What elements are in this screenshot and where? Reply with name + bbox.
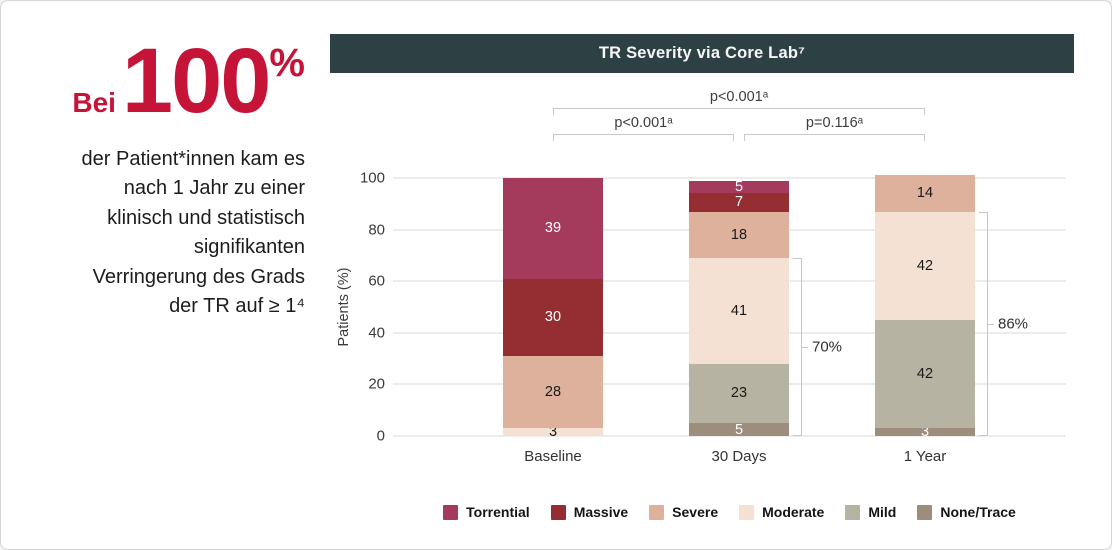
chart-title: TR Severity via Core Lab⁷	[598, 44, 806, 62]
pvalue-bracket	[744, 134, 925, 141]
pvalue-label: p=0.116ᵃ	[805, 115, 864, 131]
legend-label: Massive	[573, 504, 629, 520]
intro-line: der Patient*innen kam es	[81, 148, 305, 170]
pvalue-bracket	[553, 108, 925, 115]
pvalue-label: p<0.001ᵃ	[709, 89, 769, 105]
legend-item: Mild	[845, 504, 896, 520]
legend-swatch	[443, 504, 459, 520]
legend-swatch	[845, 504, 861, 520]
intro-line: Verringerung des Grads	[92, 265, 305, 288]
legend-swatch	[649, 504, 665, 520]
legend-label: Torrential	[466, 504, 530, 520]
bar-segment: 42	[875, 211, 975, 320]
y-tick-label: 80	[368, 221, 385, 239]
legend-swatch	[739, 504, 755, 520]
grid-line	[393, 177, 1066, 179]
intro-headline: Bei 100 %	[29, 35, 305, 127]
bar-segment: 39	[503, 178, 603, 279]
grid-line	[393, 435, 1066, 437]
legend-swatch	[917, 504, 933, 520]
legend-item: None/Trace	[917, 504, 1016, 520]
intro-line: klinisch und statistisch	[107, 206, 305, 229]
bar-segment: 30	[503, 278, 603, 356]
intro-percent-sign: %	[269, 41, 305, 85]
chart-title-bar: TR Severity via Core Lab⁷	[330, 34, 1074, 73]
percent-bracket	[793, 257, 802, 436]
y-tick-label: 0	[376, 427, 385, 445]
bar-segment: 28	[503, 356, 603, 429]
intro-line: signifikanten	[193, 236, 305, 259]
pvalue-bracket	[553, 134, 734, 141]
y-tick-label: 40	[368, 324, 385, 342]
legend-label: Mild	[868, 504, 897, 520]
chart-plot: Patients (%) 0 20 40 60 80 100 3 28 30 39 Baseline…	[330, 34, 1074, 534]
intro-paragraph: der Patient*innen kam es nach 1 Jahr zu …	[29, 145, 305, 321]
legend-label: None/Trace	[940, 504, 1016, 520]
percent-bracket-label: 70%	[812, 338, 843, 356]
bar-segment: 5	[689, 179, 789, 195]
legend-item: Moderate	[739, 504, 824, 520]
intro-big-number: 100	[121, 30, 271, 132]
percent-bracket-tick	[988, 323, 994, 326]
percent-bracket-tick	[802, 346, 808, 349]
chart-section: TR Severity via Core Lab⁷ Patients (%) 0…	[330, 34, 1074, 534]
x-tick-label: Baseline	[524, 448, 582, 465]
x-tick-label: 30 Days	[711, 448, 767, 465]
legend: Torrential Massive Severe Moderate Mild None/…	[393, 504, 1066, 520]
y-tick-label: 100	[359, 169, 385, 187]
legend-item: Torrential	[443, 504, 530, 520]
y-tick-label: 60	[368, 272, 385, 290]
y-tick-label: 20	[368, 375, 385, 393]
bar-segment: 18	[689, 211, 789, 258]
intro-line: der TR auf ≥ 1⁴	[169, 294, 305, 317]
bar-segment: 41	[689, 257, 789, 364]
legend-label: Severe	[672, 504, 719, 520]
percent-bracket	[979, 211, 988, 436]
pvalue-label: p<0.001ᵃ	[614, 115, 673, 131]
intro-section: Bei 100 % der Patient*innen kam es nach …	[29, 35, 305, 321]
intro-line: nach 1 Jahr zu einer	[123, 177, 305, 200]
bar-segment: 14	[875, 175, 975, 212]
legend-item: Severe	[649, 504, 718, 520]
percent-bracket-label: 86%	[998, 315, 1029, 333]
legend-swatch	[550, 504, 566, 520]
intro-prefix: Bei	[72, 87, 116, 118]
bar-segment: 3	[875, 424, 975, 440]
bar-segment: 5	[689, 422, 789, 438]
legend-item: Massive	[550, 504, 629, 520]
bar-segment: 42	[875, 319, 975, 429]
bar-segment: 23	[689, 363, 789, 424]
bar-segment: 7	[689, 193, 789, 212]
legend-label: Moderate	[762, 504, 825, 520]
x-tick-label: 1 Year	[903, 448, 947, 465]
bar-segment: 3	[503, 424, 603, 440]
